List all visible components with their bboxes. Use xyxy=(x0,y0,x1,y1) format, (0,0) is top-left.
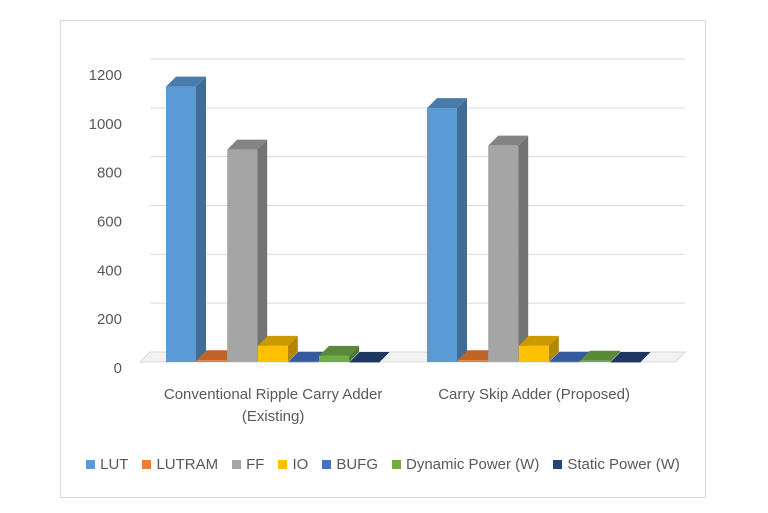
bar xyxy=(610,351,651,363)
bar xyxy=(580,350,620,362)
bar-front xyxy=(288,361,319,363)
bar-side xyxy=(287,335,298,362)
bar-top xyxy=(457,350,498,361)
bar-side xyxy=(548,335,559,362)
legend-item: IO xyxy=(278,456,308,473)
chart-frame xyxy=(60,20,706,498)
legend-item: FF xyxy=(232,456,264,473)
y-tick-label: 1200 xyxy=(89,67,122,84)
legend-swatch xyxy=(391,460,401,469)
bar-side xyxy=(640,351,651,362)
legend-item: Dynamic Power (W) xyxy=(391,456,540,473)
legend-label: BUFG xyxy=(336,456,378,473)
bar-top xyxy=(488,135,529,146)
bar-side xyxy=(257,139,268,362)
legend-label: IO xyxy=(292,456,309,473)
bar-top xyxy=(196,350,237,361)
legend-label: Dynamic Power (W) xyxy=(405,456,540,473)
y-tick-label: 200 xyxy=(97,311,122,328)
bar-front xyxy=(549,361,580,363)
bar-front xyxy=(518,345,549,362)
bar-front xyxy=(196,360,227,362)
bar-front xyxy=(319,355,349,362)
legend-item: Static Power (W) xyxy=(553,456,680,473)
bar xyxy=(319,345,359,362)
bar xyxy=(257,335,298,362)
y-tick-label: 800 xyxy=(97,165,122,182)
bar-front xyxy=(257,345,288,362)
bar-top xyxy=(518,335,559,346)
bar-top xyxy=(319,345,359,356)
bar xyxy=(166,76,206,362)
bar-top xyxy=(166,76,206,87)
legend-swatch xyxy=(86,460,96,469)
bar xyxy=(488,135,529,362)
legend-swatch xyxy=(142,460,152,469)
bar-side xyxy=(379,351,390,362)
legend-item: LUT xyxy=(86,456,128,473)
bar-side xyxy=(610,350,620,362)
bar-top xyxy=(549,351,590,362)
bar-front xyxy=(166,86,196,362)
legend-item: LUTRAM xyxy=(142,456,218,473)
x-tick-label: Conventional Ripple Carry Adder (Existin… xyxy=(163,386,383,425)
bar-front xyxy=(427,108,457,362)
bar-top xyxy=(288,351,329,362)
legend-swatch xyxy=(232,460,242,469)
bar-side xyxy=(457,98,467,363)
y-tick-label: 400 xyxy=(97,262,122,279)
bar-top xyxy=(227,139,268,150)
bar xyxy=(227,139,268,362)
bar xyxy=(518,335,559,362)
y-tick-label: 600 xyxy=(97,213,122,230)
legend: LUT LUTRAM FF IO BUFG Dynamic Power (W) Static… xyxy=(60,456,706,473)
bar-front xyxy=(488,145,519,362)
bar-side xyxy=(196,76,206,362)
bar-front xyxy=(610,361,641,363)
legend-swatch xyxy=(278,460,288,469)
bar-top xyxy=(610,351,651,362)
legend-label: LUTRAM xyxy=(156,456,219,473)
y-tick-label: 0 xyxy=(114,360,122,377)
bar-side xyxy=(349,345,359,362)
bar xyxy=(349,351,390,363)
legend-label: Static Power (W) xyxy=(567,456,680,473)
y-tick-label: 1000 xyxy=(89,116,122,133)
bar-top xyxy=(349,351,390,362)
bar-top xyxy=(427,98,467,109)
legend-item: BUFG xyxy=(322,456,378,473)
legend-label: FF xyxy=(246,456,265,473)
bar-front xyxy=(227,149,258,362)
legend-label: LUT xyxy=(100,456,129,473)
legend-swatch xyxy=(553,460,563,469)
bar-top xyxy=(257,335,298,346)
legend-swatch xyxy=(322,460,332,469)
x-tick-label: Carry Skip Adder (Proposed) xyxy=(438,386,630,403)
bar-side xyxy=(518,135,529,362)
bar-front xyxy=(580,360,610,362)
bar-top xyxy=(580,350,620,361)
bar-front xyxy=(457,360,488,362)
bar xyxy=(427,98,467,363)
bar-front xyxy=(349,361,380,363)
